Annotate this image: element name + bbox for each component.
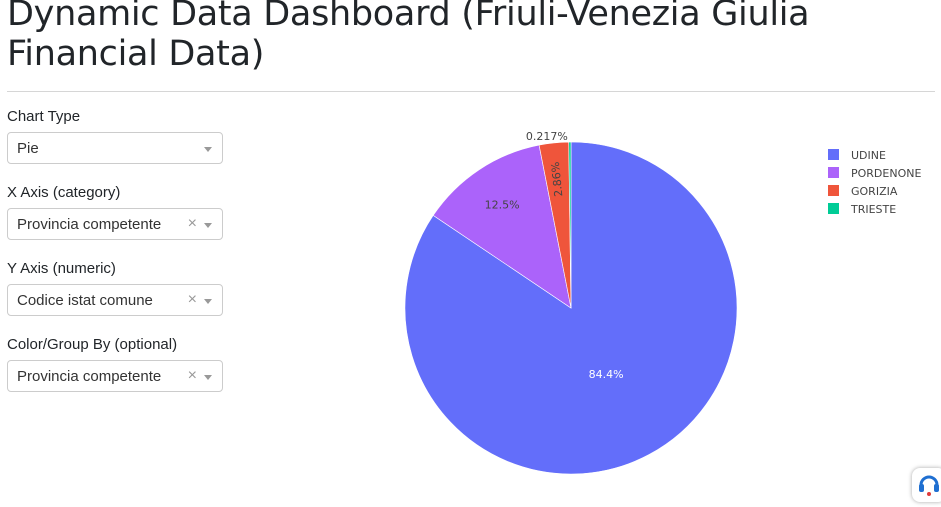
- chevron-down-icon[interactable]: [204, 147, 212, 152]
- legend-swatch-gorizia[interactable]: [828, 185, 839, 196]
- y-axis-value: Codice istat comune: [17, 291, 153, 309]
- legend-label-pordenone[interactable]: PORDENONE: [851, 167, 921, 180]
- legend-swatch-udine[interactable]: [828, 149, 839, 160]
- y-axis-control: Y Axis (numeric) Codice istat comune ×: [7, 260, 223, 316]
- color-group-control: Color/Group By (optional) Provincia comp…: [7, 336, 223, 392]
- title-divider: [7, 91, 935, 92]
- legend-label-gorizia[interactable]: GORIZIA: [851, 185, 898, 198]
- chevron-down-icon[interactable]: [204, 223, 212, 228]
- slice-label-trieste: 0.217%: [526, 130, 568, 143]
- x-axis-select[interactable]: Provincia competente ×: [7, 208, 223, 240]
- helper-widget-button[interactable]: [912, 468, 941, 502]
- pie-slice-trieste[interactable]: [568, 141, 572, 309]
- slice-label-gorizia: 2.86%: [549, 161, 566, 197]
- chevron-down-icon[interactable]: [204, 375, 212, 380]
- x-axis-value: Provincia competente: [17, 215, 162, 233]
- color-group-select[interactable]: Provincia competente ×: [7, 360, 223, 392]
- color-group-label: Color/Group By (optional): [7, 336, 178, 353]
- color-group-value: Provincia competente: [17, 367, 162, 385]
- y-axis-select[interactable]: Codice istat comune ×: [7, 284, 223, 316]
- chart-type-control: Chart Type Pie: [7, 108, 223, 164]
- chart-type-label: Chart Type: [7, 108, 81, 125]
- chart-type-select[interactable]: Pie: [7, 132, 223, 164]
- slice-label-pordenone: 12.5%: [485, 198, 520, 211]
- clear-x-icon[interactable]: ×: [187, 367, 197, 384]
- y-axis-label: Y Axis (numeric): [7, 260, 116, 277]
- legend-swatch-pordenone[interactable]: [828, 167, 839, 178]
- x-axis-control: X Axis (category) Provincia competente ×: [7, 184, 223, 240]
- x-axis-label: X Axis (category): [7, 184, 121, 201]
- clear-x-icon[interactable]: ×: [187, 215, 197, 232]
- pie-slice-pordenone[interactable]: [432, 144, 572, 309]
- page-title: Dynamic Data Dashboard (Friuli-Venezia G…: [7, 0, 810, 74]
- chart-type-value: Pie: [17, 139, 39, 157]
- legend-label-udine[interactable]: UDINE: [851, 149, 886, 162]
- helper-widget-icon: [919, 475, 939, 496]
- legend-label-trieste[interactable]: TRIESTE: [850, 203, 896, 216]
- chevron-down-icon[interactable]: [204, 299, 212, 304]
- legend-swatch-trieste[interactable]: [828, 203, 839, 214]
- slice-label-udine: 84.4%: [589, 368, 624, 381]
- clear-x-icon[interactable]: ×: [187, 291, 197, 308]
